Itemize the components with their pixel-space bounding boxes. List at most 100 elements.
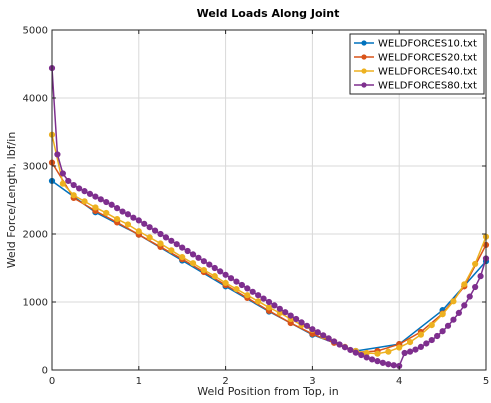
data-point <box>70 192 77 199</box>
data-point <box>114 215 121 223</box>
data-point <box>249 288 256 295</box>
data-point <box>309 326 316 333</box>
data-point <box>76 185 83 192</box>
data-point <box>222 279 229 287</box>
data-point <box>271 302 278 309</box>
data-point <box>444 322 452 329</box>
data-point <box>124 221 132 228</box>
data-point <box>406 348 414 355</box>
data-point <box>200 258 207 265</box>
data-point <box>293 315 300 323</box>
data-point <box>390 362 397 369</box>
y-tick-label: 5000 <box>23 26 48 37</box>
y-tick-label: 4000 <box>23 94 48 105</box>
data-point <box>255 292 262 299</box>
data-point <box>320 332 327 339</box>
y-tick-label: 2000 <box>23 230 48 241</box>
legend: WELDFORCES10.txt WELDFORCES20.txt WELDFORC… <box>349 33 485 95</box>
data-point <box>439 311 446 318</box>
data-point <box>211 264 218 272</box>
data-point <box>396 344 403 351</box>
data-point <box>92 204 99 211</box>
x-tick-label: 1 <box>136 376 142 387</box>
data-point <box>428 336 435 344</box>
x-tick-label: 0 <box>49 376 55 387</box>
data-point <box>347 346 354 354</box>
data-point <box>276 305 283 312</box>
data-point <box>189 251 197 258</box>
data-point <box>179 244 186 251</box>
data-point <box>211 273 218 280</box>
data-point <box>141 220 148 227</box>
legend-marker <box>361 68 367 74</box>
data-point <box>114 205 121 212</box>
data-point <box>206 261 213 268</box>
data-point <box>108 201 115 208</box>
data-point <box>417 331 424 338</box>
ticks: 0 1 2 3 4 5 0 1000 2000 3000 4000 5000 <box>23 26 490 388</box>
data-point <box>233 285 240 293</box>
data-point <box>157 240 164 247</box>
data-point <box>81 188 88 195</box>
y-tick-label: 0 <box>42 366 48 377</box>
data-point <box>450 316 457 323</box>
legend-marker <box>361 54 367 60</box>
x-tick-label: 5 <box>483 376 489 387</box>
data-point <box>81 198 88 205</box>
data-point <box>401 349 408 357</box>
y-tick-label: 3000 <box>23 162 48 173</box>
data-point <box>168 247 175 254</box>
data-point <box>303 322 311 329</box>
data-point <box>65 177 72 185</box>
data-point <box>244 292 251 299</box>
data-point <box>341 344 349 351</box>
data-point <box>385 361 392 368</box>
data-point <box>379 359 387 366</box>
series-layer <box>48 64 490 370</box>
data-point <box>135 217 142 224</box>
data-point <box>314 329 321 336</box>
data-point <box>59 170 66 177</box>
data-point <box>461 281 468 288</box>
legend-entry: WELDFORCES20.txt <box>378 53 477 64</box>
data-point <box>336 341 343 348</box>
series-4 <box>48 64 490 370</box>
data-point <box>298 319 305 326</box>
data-point <box>461 302 468 309</box>
data-point <box>103 198 110 206</box>
data-point <box>151 227 159 234</box>
data-point <box>184 247 191 255</box>
data-point <box>227 275 235 282</box>
data-point <box>59 180 66 187</box>
data-point <box>368 356 376 363</box>
data-point <box>455 309 462 316</box>
data-point <box>173 241 180 248</box>
data-point <box>54 151 61 158</box>
data-point <box>135 228 142 235</box>
data-point <box>238 281 245 289</box>
data-point <box>124 211 132 218</box>
data-point <box>189 260 197 267</box>
data-point <box>92 193 99 200</box>
data-point <box>406 339 414 346</box>
data-point <box>146 224 153 231</box>
data-point <box>472 260 479 268</box>
data-point <box>358 351 365 359</box>
data-point <box>255 298 262 305</box>
data-point <box>70 181 77 189</box>
legend-box <box>349 33 485 95</box>
legend-entry: WELDFORCES40.txt <box>378 67 477 78</box>
data-point <box>466 293 473 300</box>
data-point <box>325 335 332 342</box>
legend-entry: WELDFORCES10.txt <box>378 39 477 50</box>
data-point <box>179 254 186 261</box>
data-point <box>162 234 170 241</box>
data-point <box>265 304 273 311</box>
data-point <box>428 322 435 329</box>
y-tick-label: 1000 <box>23 298 48 309</box>
data-point <box>97 196 104 203</box>
data-point <box>265 298 273 306</box>
x-tick-label: 3 <box>309 376 315 387</box>
data-point <box>423 340 430 347</box>
